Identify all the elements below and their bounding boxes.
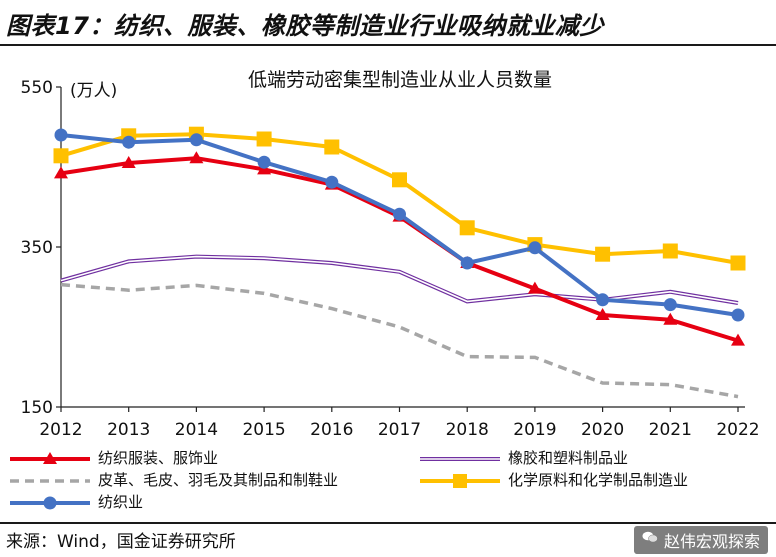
legend-label: 橡胶和塑料制品业: [508, 449, 629, 467]
data-point: [393, 207, 406, 221]
legend-label: 纺织业: [98, 493, 144, 511]
series-3: [60, 282, 739, 399]
data-point: [121, 156, 136, 168]
data-point: [595, 308, 610, 320]
chart-title: 低端劳动密集型制造业从业人员数量: [248, 69, 552, 91]
data-point: [324, 139, 340, 155]
source-note: 来源：Wind，国金证券研究所: [6, 532, 236, 552]
legend-marker: [43, 496, 57, 509]
y-axis-unit-label: (万人): [70, 81, 117, 101]
x-tick-label: 2020: [581, 420, 624, 440]
series-4: [53, 126, 746, 271]
y-tick-label: 150: [21, 398, 53, 418]
legend-item: 纺织业: [8, 491, 143, 512]
data-point: [731, 333, 745, 346]
figure-title: 图表17：纺织、服装、橡胶等制造业行业吸纳就业减少: [6, 12, 604, 40]
data-point: [325, 175, 339, 189]
watermark: 赵伟宏观探索: [633, 526, 768, 554]
title-rule: [0, 44, 776, 46]
legend-item: 化学原料和化学制品制造业: [418, 469, 688, 490]
x-tick-label: 2022: [716, 420, 759, 440]
data-point: [731, 308, 745, 322]
legend-swatch: [420, 456, 500, 461]
data-point: [527, 281, 542, 294]
data-point: [596, 293, 610, 307]
y-tick-label: 350: [21, 238, 53, 258]
data-point: [53, 148, 69, 164]
line-chart: 低端劳动密集型制造业从业人员数量 (万人) 150 350 550 2012 2013 2…: [21, 69, 760, 440]
data-point: [528, 241, 542, 255]
x-tick-label: 2016: [310, 420, 353, 440]
data-point: [662, 243, 678, 259]
wechat-icon: [642, 531, 658, 543]
data-point: [257, 155, 271, 169]
legend-swatch: [10, 478, 90, 483]
data-point: [54, 128, 68, 142]
legend-label: 化学原料和化学制品制造业: [508, 471, 689, 489]
data-point: [663, 312, 678, 325]
legend-label: 皮革、毛皮、羽毛及其制品和制鞋业: [98, 471, 339, 489]
data-point: [256, 131, 272, 147]
data-point: [460, 256, 474, 270]
series-5: [54, 128, 745, 322]
x-tick-label: 2018: [446, 420, 489, 440]
legend-swatch: [10, 451, 90, 464]
data-point: [730, 255, 746, 271]
series-2: [60, 254, 739, 305]
legend-item: 橡胶和塑料制品业: [418, 447, 628, 468]
x-tick-label: 2012: [39, 420, 82, 440]
legend-item: 纺织服装、服饰业: [8, 447, 218, 468]
series-line: [60, 132, 739, 265]
legend-item: 皮革、毛皮、羽毛及其制品和制鞋业: [8, 469, 338, 490]
legend-marker: [453, 473, 467, 488]
legend-label: 纺织服装、服饰业: [98, 449, 219, 467]
data-point: [595, 246, 611, 262]
series-line-inner: [60, 255, 739, 304]
x-tick-label: 2013: [107, 420, 150, 440]
data-point: [459, 220, 475, 236]
data-point: [122, 135, 136, 149]
x-tick-label: 2019: [513, 420, 556, 440]
data-point: [663, 298, 677, 312]
legend-marker: [43, 451, 57, 464]
x-tick-label: 2021: [649, 420, 692, 440]
legend-swatch: [420, 473, 500, 488]
x-tick-label: 2015: [242, 420, 285, 440]
data-point: [189, 133, 203, 147]
x-tick-label: 2014: [175, 420, 218, 440]
legend-swatch: [10, 496, 90, 509]
data-point: [54, 166, 68, 179]
y-tick-label: 550: [21, 78, 53, 98]
watermark-text: 赵伟宏观探索: [663, 532, 760, 551]
data-point: [392, 172, 407, 188]
series-line: [60, 282, 739, 399]
x-tick-label: 2017: [378, 420, 421, 440]
source-rule: [0, 522, 776, 524]
data-point: [189, 151, 204, 164]
